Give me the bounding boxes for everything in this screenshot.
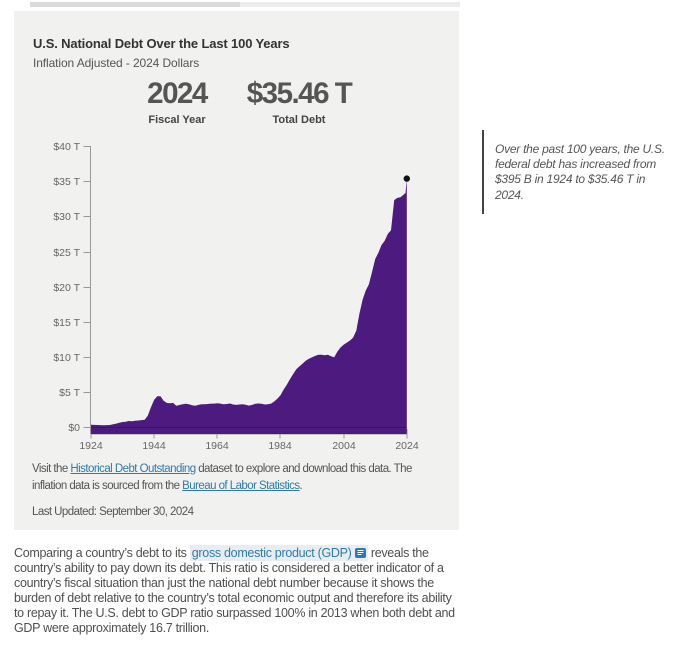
svg-text:$15 T: $15 T [53, 317, 80, 329]
svg-text:$5 T: $5 T [59, 387, 80, 399]
svg-text:$40 T: $40 T [53, 141, 80, 153]
svg-text:$30 T: $30 T [53, 211, 80, 223]
svg-text:$0: $0 [68, 422, 80, 434]
svg-text:$35 T: $35 T [53, 176, 80, 188]
svg-text:1944: 1944 [142, 440, 166, 452]
svg-text:$20 T: $20 T [53, 282, 80, 294]
svg-text:$25 T: $25 T [53, 247, 80, 259]
svg-text:1984: 1984 [268, 440, 292, 452]
svg-text:$10 T: $10 T [53, 352, 80, 364]
svg-text:1964: 1964 [205, 440, 229, 452]
svg-text:2024: 2024 [395, 440, 419, 452]
svg-text:1924: 1924 [79, 440, 103, 452]
svg-text:2004: 2004 [332, 440, 356, 452]
